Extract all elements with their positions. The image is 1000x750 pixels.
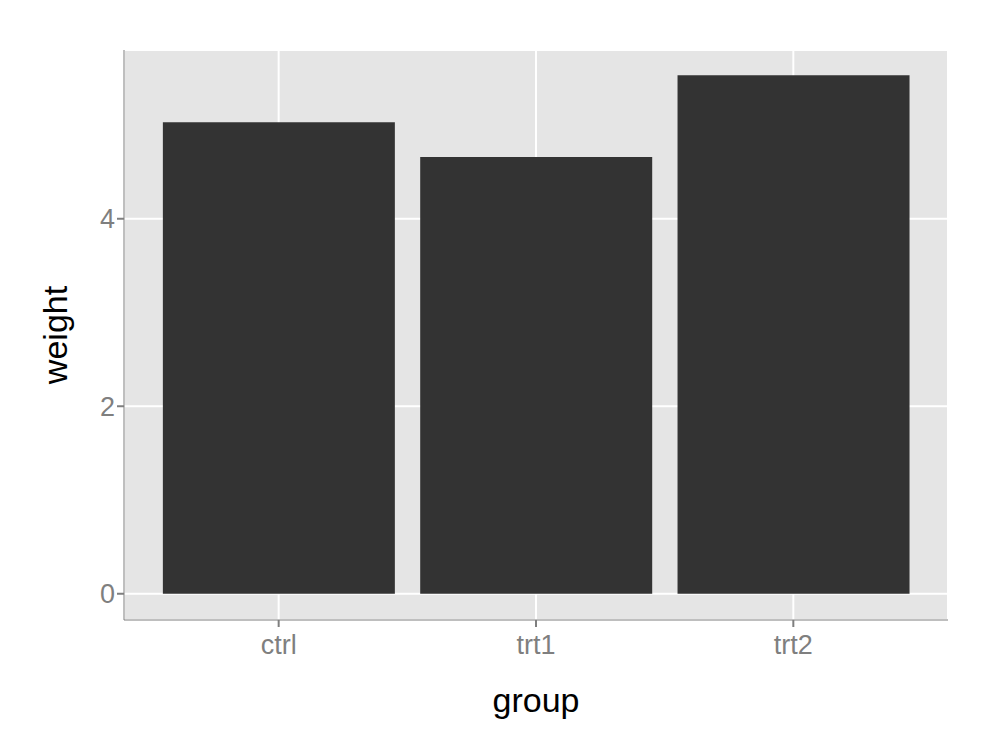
svg-text:0: 0: [100, 579, 115, 609]
svg-text:2: 2: [100, 392, 115, 422]
svg-text:trt1: trt1: [516, 630, 555, 660]
svg-text:group: group: [493, 681, 580, 719]
svg-text:ctrl: ctrl: [261, 630, 297, 660]
svg-text:weight: weight: [36, 285, 74, 385]
svg-text:trt2: trt2: [774, 630, 813, 660]
svg-text:4: 4: [100, 204, 115, 234]
